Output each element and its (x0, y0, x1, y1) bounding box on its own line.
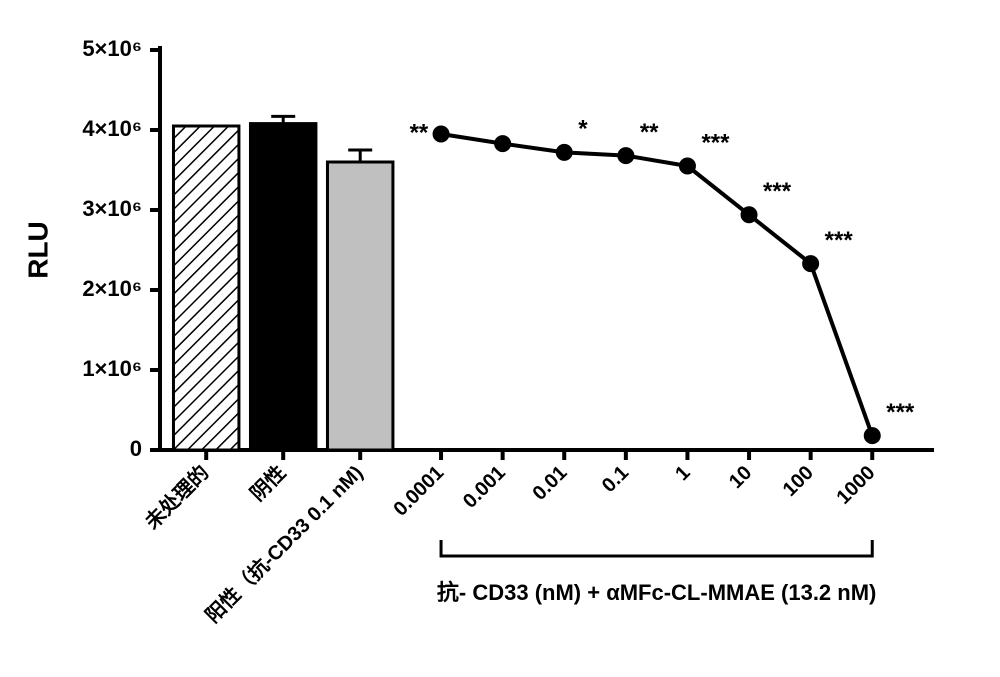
chart-svg: 0 1×10⁶ 2×10⁶ 3×10⁶ 4×10⁶ 5×10⁶ RLU 未处理的阴性 ** 阳性（… (0, 0, 1000, 677)
line-marker (864, 428, 880, 444)
y-tick-label: 5×10⁶ (82, 36, 142, 61)
dose-bracket-label: 抗- CD33 (nM) + αMFc-CL-MMAE (13.2 nM) (437, 580, 876, 605)
bar-untreated (173, 126, 238, 450)
line-sig: *** (763, 178, 792, 205)
bar-label-positive: 阳性（抗-CD33 0.1 nM) (200, 460, 367, 627)
line-marker (618, 148, 634, 164)
line-marker (679, 158, 695, 174)
line-x-label: 0.1 (598, 462, 633, 497)
y-tick-label: 1×10⁶ (82, 356, 142, 381)
chart-canvas: 0 1×10⁶ 2×10⁶ 3×10⁶ 4×10⁶ 5×10⁶ RLU 未处理的阴性 ** 阳性（… (0, 0, 1000, 677)
line-x-label: 1000 (832, 462, 879, 509)
line-sig: * (578, 116, 588, 143)
line-marker (803, 256, 819, 272)
y-tick-label: 3×10⁶ (82, 196, 142, 221)
y-tick-label: 2×10⁶ (82, 276, 142, 301)
line-marker (556, 144, 572, 160)
y-tick-label: 4×10⁶ (82, 116, 142, 141)
bar-positive (327, 162, 392, 450)
line-sig: *** (825, 227, 854, 254)
line-x-label: 0.01 (528, 462, 571, 505)
line-marker (741, 207, 757, 223)
bar-label-negative: 阴性 (246, 461, 291, 506)
line-x-label: 10 (725, 462, 756, 493)
line-x-label: 0.0001 (390, 462, 449, 521)
line-sig: *** (701, 129, 730, 156)
dose-response-line (441, 134, 872, 436)
y-tick-label: 0 (130, 436, 142, 461)
sig-positive: ** (410, 119, 429, 146)
line-marker (495, 136, 511, 152)
line-marker (433, 126, 449, 142)
line-sig: ** (640, 119, 659, 146)
bar-label-untreated: 未处理的 (140, 460, 214, 534)
line-sig: *** (886, 399, 915, 426)
line-x-label: 1 (671, 462, 694, 485)
dose-bracket (441, 540, 872, 556)
bar-negative (250, 124, 315, 450)
y-axis-label: RLU (22, 221, 53, 279)
line-x-label: 0.001 (459, 462, 510, 513)
line-x-label: 100 (779, 462, 818, 501)
